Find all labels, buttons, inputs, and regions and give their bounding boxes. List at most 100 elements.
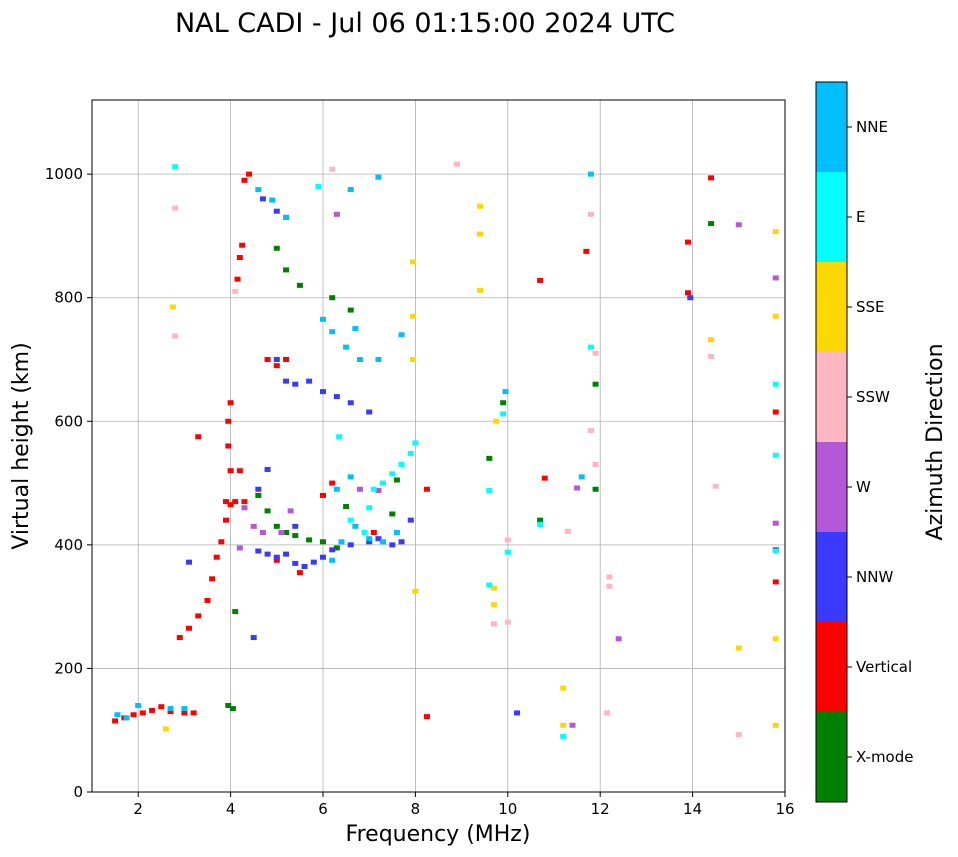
- colorbar-tick-label: NNW: [856, 568, 893, 586]
- data-point: [375, 536, 382, 542]
- data-point: [410, 259, 417, 265]
- data-point: [477, 287, 484, 293]
- data-point: [735, 645, 742, 651]
- data-point: [283, 357, 290, 362]
- colorbar-frame: [815, 81, 848, 803]
- grid-lines: [92, 100, 786, 793]
- data-point: [190, 710, 197, 716]
- series-vertical: [112, 171, 779, 724]
- data-point: [578, 474, 585, 480]
- data-point: [537, 517, 544, 523]
- data-point: [398, 462, 405, 468]
- data-point: [264, 508, 271, 514]
- data-point: [320, 492, 326, 498]
- data-point: [135, 703, 142, 708]
- data-point: [583, 248, 590, 254]
- colorbar-swatch: [816, 622, 847, 712]
- data-point: [486, 455, 493, 461]
- data-point: [209, 576, 216, 582]
- data-point: [236, 468, 243, 474]
- data-point: [241, 177, 248, 183]
- x-tick-label: 2: [133, 800, 143, 818]
- data-point: [278, 530, 285, 535]
- data-point: [176, 635, 183, 641]
- data-point: [273, 208, 280, 214]
- data-point: [772, 548, 779, 554]
- series-nne: [114, 171, 594, 721]
- data-point: [310, 559, 317, 565]
- series-nnw: [186, 196, 779, 716]
- series-ssw: [172, 161, 742, 738]
- data-point: [410, 313, 417, 319]
- data-point: [306, 378, 313, 384]
- data-point: [370, 530, 377, 535]
- data-point: [712, 483, 719, 489]
- data-point: [264, 357, 271, 362]
- data-point: [195, 613, 202, 619]
- data-point: [684, 290, 691, 296]
- data-point: [347, 400, 354, 406]
- data-point: [250, 523, 257, 529]
- data-point: [329, 557, 336, 563]
- data-point: [772, 229, 779, 235]
- y-axis-ticks: 0 200 400 600 800 1000: [45, 165, 92, 801]
- data-point: [114, 712, 121, 718]
- data-point: [574, 485, 581, 491]
- series-e: [172, 164, 779, 739]
- y-tick-label: 200: [54, 659, 83, 677]
- plot-frame: [91, 99, 786, 793]
- data-point: [504, 537, 511, 543]
- data-point: [264, 551, 271, 557]
- data-point: [255, 492, 262, 498]
- data-point: [347, 187, 354, 193]
- data-point: [398, 332, 405, 338]
- data-point: [587, 428, 594, 434]
- data-point: [772, 275, 779, 281]
- data-point: [500, 411, 507, 417]
- data-point: [241, 499, 248, 505]
- colorbar-swatch: [816, 262, 847, 352]
- data-point: [162, 726, 169, 732]
- data-point: [234, 276, 241, 282]
- data-point: [380, 539, 387, 545]
- data-point: [259, 530, 266, 535]
- data-point: [273, 523, 280, 529]
- data-point: [269, 197, 276, 203]
- data-point: [333, 394, 340, 400]
- data-point: [772, 579, 779, 585]
- data-point: [537, 277, 544, 283]
- data-point: [172, 333, 179, 339]
- data-point: [398, 539, 405, 545]
- colorbar-swatch: [816, 172, 847, 262]
- data-point: [186, 559, 193, 565]
- data-point: [375, 174, 382, 180]
- data-point: [366, 409, 373, 415]
- data-point: [423, 714, 430, 720]
- data-point: [239, 242, 246, 248]
- data-point: [181, 706, 188, 712]
- data-point: [255, 486, 262, 492]
- data-point: [541, 475, 548, 481]
- colorbar-tick-label: SSW: [856, 388, 890, 406]
- data-point: [329, 547, 336, 553]
- colorbar-swatch: [816, 712, 847, 802]
- data-point: [735, 732, 742, 738]
- data-point: [172, 164, 179, 170]
- data-point: [320, 554, 326, 560]
- data-point: [229, 706, 236, 712]
- data-point: [250, 635, 257, 641]
- colorbar-swatch: [816, 442, 847, 532]
- data-point: [366, 536, 373, 542]
- y-axis-label: Virtual height (km): [9, 342, 34, 549]
- data-point: [273, 357, 280, 362]
- data-point: [167, 706, 174, 712]
- data-point: [772, 636, 779, 642]
- data-point: [389, 542, 396, 548]
- data-point: [236, 255, 243, 261]
- colorbar-tick-label: SSE: [856, 298, 885, 316]
- data-point: [158, 704, 165, 710]
- data-point: [213, 554, 220, 560]
- data-point: [130, 712, 137, 718]
- x-tick-label: 6: [318, 800, 328, 818]
